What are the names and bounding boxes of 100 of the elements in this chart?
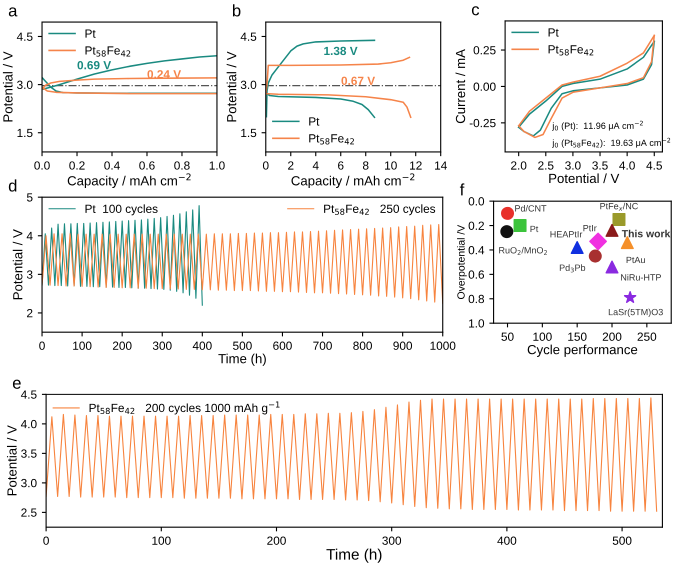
- series-label: NiRu-HTP: [621, 274, 661, 281]
- x-tick-label: 1.0: [210, 161, 225, 170]
- x-tick-label: 200: [267, 536, 286, 545]
- y-axis-title: Overpotential /V: [457, 224, 467, 300]
- x-axis-title: Cycle performance: [528, 344, 638, 357]
- chart-title: b: [232, 4, 240, 16]
- x-axis-title: Potential / V: [549, 173, 620, 184]
- x-tick-label: 0.8: [174, 161, 190, 170]
- x-tick-label: 0: [262, 161, 269, 170]
- text: Pt$_{58}$Fe$_{42}$ 200 cycles 1000 mAh g$^{−1}$: [90, 401, 280, 414]
- y-tick-label: 3.0: [17, 80, 33, 89]
- x-tick-label: 8: [362, 161, 368, 170]
- y-tick-label: 0.00: [474, 82, 496, 91]
- x-tick-label: 4.0: [619, 161, 635, 170]
- x-axis-title: Capacity / mAh cm$^{−2}$: [292, 173, 414, 188]
- annotation: 1.38 V: [324, 46, 358, 56]
- y-tick-label: 3: [26, 270, 32, 279]
- x-axis-title: Capacity / mAh cm$^{−2}$: [68, 173, 191, 188]
- y-tick-label: 4: [26, 232, 33, 240]
- y-axis-title: Potential / V: [6, 425, 17, 496]
- x-tick-label: 400: [497, 536, 516, 545]
- chart-title: e: [12, 380, 21, 389]
- x-tick-label: 250: [638, 332, 656, 341]
- x-tick-label: 6: [338, 161, 344, 170]
- series-label: PtAu: [626, 256, 645, 264]
- x-tick-label: 200: [112, 342, 132, 350]
- annotation: 0.67 V: [341, 76, 376, 85]
- y-tick-label: 4.0: [20, 420, 37, 428]
- x-tick-label: 2.5: [538, 161, 554, 170]
- x-tick-label: 0: [39, 342, 45, 350]
- text: Pt$_{58}$Fe$_{42}$ 250 cycles: [324, 204, 436, 216]
- x-tick-label: 800: [353, 342, 372, 350]
- x-tick-label: 150: [568, 332, 587, 341]
- y-tick-label: -0.25: [470, 118, 496, 128]
- y-tick-label: 0.25: [474, 46, 496, 54]
- legend-label: Pt: [309, 117, 320, 126]
- x-tick-label: 2: [288, 161, 294, 170]
- x-tick-label: 500: [233, 342, 252, 350]
- series-label: PtFe$_{x}$/NC: [600, 202, 638, 211]
- y-axis-title: Potential / V: [226, 51, 236, 122]
- x-tick-label: 700: [313, 342, 332, 350]
- y-tick-label: 0.2: [468, 222, 484, 230]
- x-tick-label: 500: [612, 536, 632, 545]
- x-tick-label: 3.0: [565, 161, 581, 170]
- x-tick-label: 4.5: [646, 161, 662, 170]
- y-tick-label: 2: [27, 308, 32, 318]
- y-tick-label: 3.5: [21, 449, 37, 458]
- x-tick-label: 50: [501, 332, 514, 341]
- y-tick-label: 4.5: [16, 32, 33, 41]
- y-tick-label: 3.0: [21, 478, 37, 488]
- x-tick-label: 3.5: [592, 161, 608, 170]
- series-label: PtIr: [583, 225, 597, 232]
- x-tick-label: 12: [410, 161, 422, 170]
- y-tick-label: 0.4: [468, 246, 484, 254]
- legend-label: Pt$_{58}$Fe$_{42}$: [548, 45, 594, 56]
- x-tick-label: 0.2: [69, 161, 85, 170]
- series-label: HEAPtIr: [550, 231, 582, 238]
- series-label: RuO$_{2}$/MnO$_{2}$: [499, 246, 547, 255]
- series-label: Pt: [530, 226, 538, 232]
- legend-label: Pt$_{58}$Fe$_{42}$: [309, 134, 354, 144]
- y-tick-label: 4.5: [20, 390, 37, 399]
- y-tick-label: 5: [26, 193, 33, 202]
- chart-title: c: [472, 6, 480, 16]
- legend-label: Pt: [86, 30, 96, 38]
- x-tick-label: 0.4: [104, 161, 120, 170]
- chart-title: f: [460, 183, 464, 196]
- series-label: This work: [622, 230, 670, 238]
- legend-label: Pt: [548, 28, 559, 37]
- y-tick-label: 0.6: [468, 270, 484, 279]
- chart-title: d: [8, 179, 16, 192]
- x-tick-label: 400: [192, 342, 212, 350]
- x-axis-title: Time (h): [326, 548, 382, 563]
- x-tick-label: 10: [385, 161, 397, 170]
- y-tick-label: 1.5: [18, 128, 33, 138]
- y-tick-label: 3.0: [240, 80, 256, 89]
- x-axis-title: Time (h): [218, 354, 266, 366]
- series-label: Pd$_{3}$Pb: [560, 264, 586, 272]
- x-tick-label: 0.0: [34, 161, 50, 170]
- legend-label: Pt$_{58}$Fe$_{42}$: [86, 46, 130, 57]
- x-tick-label: 100: [73, 342, 92, 350]
- y-axis-title: Potential / V: [2, 51, 13, 122]
- x-tick-label: 200: [602, 332, 622, 341]
- x-tick-label: 600: [273, 342, 292, 350]
- x-tick-label: 100: [152, 536, 171, 545]
- x-tick-label: 900: [393, 342, 412, 350]
- legend-label: Pt 100 cycles: [86, 204, 158, 216]
- series-label: Pd/CNT: [515, 204, 546, 212]
- y-tick-label: 1.5: [241, 128, 256, 138]
- y-axis-title: Current / mA: [455, 49, 466, 124]
- y-tick-label: 2.5: [21, 508, 37, 517]
- y-tick-label: 0.8: [468, 294, 484, 304]
- x-tick-label: 4: [312, 161, 319, 170]
- x-tick-label: 300: [152, 342, 172, 350]
- x-tick-label: 1000: [430, 342, 456, 350]
- y-tick-label: 1.0: [469, 319, 484, 328]
- x-tick-label: 0.6: [139, 161, 155, 170]
- annotation: 0.69 V: [77, 61, 112, 70]
- x-tick-label: 2.0: [511, 161, 526, 170]
- y-tick-label: 4.5: [240, 32, 256, 41]
- x-tick-label: 100: [533, 332, 552, 341]
